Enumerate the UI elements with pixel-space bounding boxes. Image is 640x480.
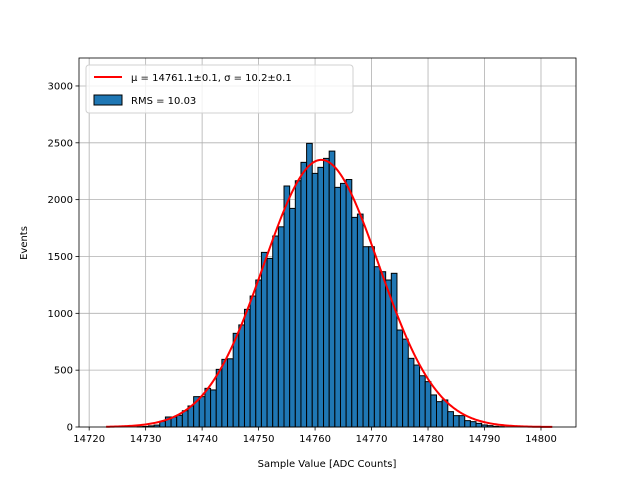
y-tick-label: 2500 xyxy=(48,138,73,149)
x-tick-label: 14800 xyxy=(525,434,557,445)
histogram-bar xyxy=(227,358,234,428)
histogram-bar xyxy=(402,338,409,428)
y-tick-label: 2000 xyxy=(48,195,73,206)
gaussian-fit-curve xyxy=(106,158,553,428)
histogram-bar xyxy=(447,411,454,428)
histogram-bar xyxy=(323,157,330,428)
histogram-bar xyxy=(379,271,387,428)
histogram-bar xyxy=(396,329,404,428)
histogram-bar xyxy=(238,324,245,428)
histogram-bar xyxy=(328,150,336,428)
histogram-bar xyxy=(210,389,217,428)
histogram-bar xyxy=(249,295,257,428)
x-axis-label: Sample Value [ADC Counts] xyxy=(258,459,397,470)
histogram-bar xyxy=(221,358,229,428)
x-tick-label: 14770 xyxy=(356,434,388,445)
x-axis-ticks: 14720 14730 14740 14750 14760 14770 14780 14790… xyxy=(73,427,557,445)
histogram-bar xyxy=(243,308,251,428)
x-tick-label: 14750 xyxy=(243,434,275,445)
histogram-bar xyxy=(464,420,471,428)
legend: μ = 14761.1±0.1, σ = 10.2±0.1 RMS = 10.0… xyxy=(85,64,354,114)
histogram-bar xyxy=(232,332,240,428)
histogram-bars xyxy=(136,142,505,428)
histogram-bar xyxy=(436,401,443,428)
legend-box xyxy=(85,64,354,114)
plot-frame xyxy=(78,57,577,428)
histogram-bar xyxy=(215,368,223,428)
y-tick-label: 3000 xyxy=(48,81,73,92)
histogram-bar xyxy=(294,180,302,428)
histogram-bar xyxy=(419,375,426,428)
histogram-bar xyxy=(373,266,381,428)
histogram-bar xyxy=(351,216,358,428)
histogram-bar xyxy=(272,235,279,428)
histogram-bar xyxy=(198,396,206,428)
histogram-bar xyxy=(176,414,183,428)
histogram-bar xyxy=(413,364,421,428)
histogram-bar xyxy=(255,279,262,428)
x-tick-label: 14740 xyxy=(186,434,218,445)
histogram-bar xyxy=(452,415,460,428)
y-tick-label: 1500 xyxy=(48,252,73,263)
histogram-bar xyxy=(385,279,392,428)
histogram-bar xyxy=(306,142,313,428)
histogram-bar xyxy=(475,422,483,428)
histogram-bar xyxy=(289,207,296,428)
histogram-bar xyxy=(390,272,398,428)
x-tick-label: 14790 xyxy=(469,434,501,445)
x-tick-label: 14720 xyxy=(73,434,105,445)
histogram-bar xyxy=(204,387,212,428)
histogram-bar xyxy=(362,246,370,428)
x-tick-label: 14760 xyxy=(299,434,331,445)
histogram-bar xyxy=(277,226,285,428)
histogram-bar xyxy=(424,381,432,428)
histogram-bar xyxy=(458,415,466,428)
histogram-bar xyxy=(345,179,353,428)
y-tick-label: 0 xyxy=(67,423,73,434)
legend-rms-label: RMS = 10.03 xyxy=(131,96,196,107)
y-tick-label: 500 xyxy=(54,366,73,377)
histogram-bar xyxy=(334,186,341,428)
histogram-bar xyxy=(368,246,375,428)
histogram-bar xyxy=(317,166,325,428)
histogram-bar xyxy=(266,257,274,428)
x-tick-label: 14730 xyxy=(130,434,162,445)
legend-bar-patch-icon xyxy=(93,94,123,106)
histogram-bar xyxy=(430,394,438,428)
histogram-bar xyxy=(181,410,189,428)
histogram-bar xyxy=(260,251,268,428)
y-axis-label: Events xyxy=(19,226,30,260)
histogram-bar xyxy=(283,185,291,428)
x-tick-label: 14780 xyxy=(412,434,444,445)
histogram-bar xyxy=(441,399,449,428)
histogram-bar xyxy=(356,213,364,428)
histogram-bar xyxy=(339,182,347,428)
histogram-bar xyxy=(311,172,319,428)
y-tick-label: 1000 xyxy=(48,309,73,320)
y-axis-ticks: 0 500 1000 1500 2000 2500 3000 xyxy=(48,81,79,434)
histogram-bar xyxy=(300,161,308,428)
legend-fit-label: μ = 14761.1±0.1, σ = 10.2±0.1 xyxy=(131,73,292,84)
histogram-bar xyxy=(469,421,477,428)
histogram-bar xyxy=(407,357,415,428)
